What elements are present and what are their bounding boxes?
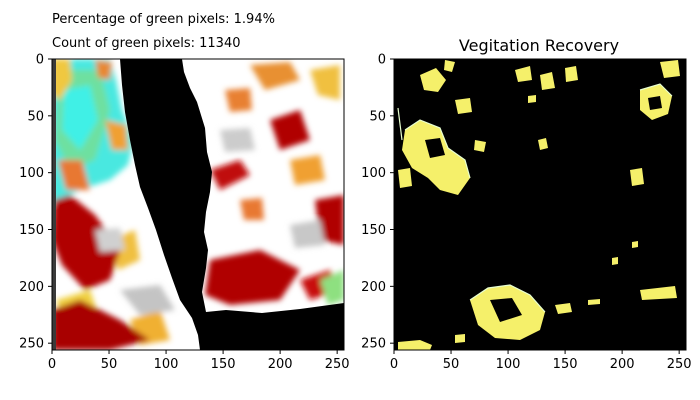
left-x-tick-label: 200 — [268, 357, 293, 372]
left-y-tick-label: 100 — [19, 166, 44, 181]
right-x-tick-label: 200 — [610, 357, 635, 372]
left-x-tick-label: 50 — [101, 357, 118, 372]
left-x-tick-label: 150 — [211, 357, 236, 372]
count-text: Count of green pixels: 11340 — [52, 36, 241, 51]
left-y-tick-label: 250 — [19, 337, 44, 352]
satellite-image — [52, 59, 344, 350]
left-y-tick-label: 150 — [19, 223, 44, 238]
left-plot-frame — [51, 58, 345, 351]
right-x-tick-label: 50 — [443, 357, 460, 372]
right-y-tick-label: 100 — [361, 166, 386, 181]
right-y-tick-label: 50 — [369, 109, 386, 124]
right-chart-title: Vegitation Recovery — [458, 36, 620, 55]
right-x-tick-label: 250 — [667, 357, 692, 372]
left-x-tick-label: 250 — [325, 357, 350, 372]
left-y-tick-label: 0 — [36, 53, 44, 68]
right-y-tick-label: 0 — [378, 53, 386, 68]
left-y-tick-label: 200 — [19, 280, 44, 295]
right-x-tick-label: 0 — [390, 357, 398, 372]
left-x-tick-label: 0 — [48, 357, 56, 372]
right-x-tick-label: 100 — [496, 357, 521, 372]
right-x-tick-label: 150 — [553, 357, 578, 372]
vegetation-recovery-mask — [394, 59, 686, 350]
right-plot-frame — [393, 58, 687, 351]
left-y-tick-label: 50 — [27, 109, 44, 124]
left-x-tick-label: 100 — [154, 357, 179, 372]
right-y-tick-label: 250 — [361, 337, 386, 352]
right-y-tick-label: 200 — [361, 280, 386, 295]
percentage-text: Percentage of green pixels: 1.94% — [52, 12, 275, 27]
right-y-tick-label: 150 — [361, 223, 386, 238]
